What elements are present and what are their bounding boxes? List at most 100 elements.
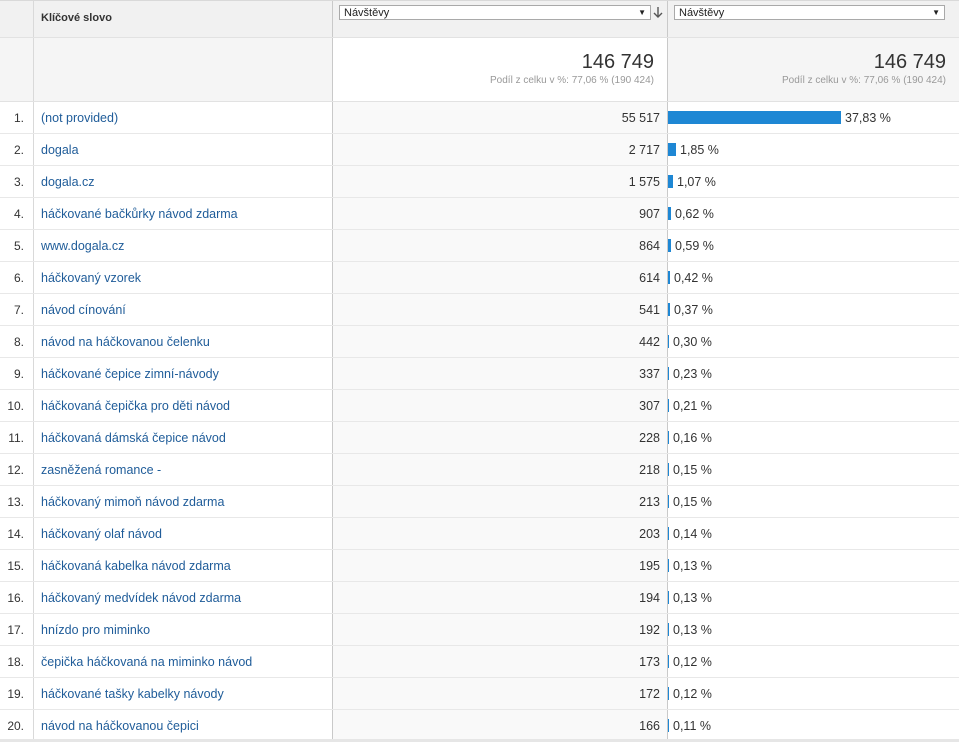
- percent-bar: [668, 367, 669, 380]
- percent-cell: 0,62 %: [668, 198, 959, 229]
- percent-metric-select[interactable]: Návštěvy ▼: [674, 5, 945, 20]
- percent-cell: 0,59 %: [668, 230, 959, 261]
- percent-value: 0,16 %: [673, 430, 712, 445]
- percent-bar: [668, 655, 669, 668]
- totals-row: 146 749 Podíl z celku v %: 77,06 % (190 …: [0, 38, 959, 102]
- visits-cell: 864: [333, 230, 668, 261]
- table-row: 11. háčkovaná dámská čepice návod 228 0,16 …: [0, 422, 959, 454]
- visits-cell: 192: [333, 614, 668, 645]
- keyword-link[interactable]: háčkovaná kabelka návod zdarma: [41, 559, 231, 573]
- keyword-cell: háčkovaný medvídek návod zdarma: [34, 582, 333, 613]
- row-index: 10.: [0, 390, 34, 421]
- percent-column-header: Návštěvy ▼: [668, 1, 959, 37]
- triangle-down-icon: ▼: [638, 8, 646, 17]
- keyword-link[interactable]: háčkovaný vzorek: [41, 271, 142, 285]
- table-row: 8. návod na háčkovanou čelenku 442 0,30 %: [0, 326, 959, 358]
- percent-bar: [668, 527, 669, 540]
- totals-keyword-cell: [34, 38, 333, 101]
- percent-bar: [668, 559, 669, 572]
- visits-cell: 614: [333, 262, 668, 293]
- keyword-link[interactable]: dogala.cz: [41, 175, 95, 189]
- percent-cell: 0,23 %: [668, 358, 959, 389]
- keyword-link[interactable]: háčkované bačkůrky návod zdarma: [41, 207, 238, 221]
- table-row: 9. háčkované čepice zimní-návody 337 0,23 %: [0, 358, 959, 390]
- row-index: 4.: [0, 198, 34, 229]
- visits-cell: 228: [333, 422, 668, 453]
- visits-cell: 213: [333, 486, 668, 517]
- totals-visits-cell: 146 749 Podíl z celku v %: 77,06 % (190 …: [333, 38, 668, 101]
- keyword-cell: háčkované bačkůrky návod zdarma: [34, 198, 333, 229]
- keyword-link[interactable]: háčkovaný olaf návod: [41, 527, 162, 541]
- row-index: 2.: [0, 134, 34, 165]
- row-index: 9.: [0, 358, 34, 389]
- row-index: 16.: [0, 582, 34, 613]
- row-index: 7.: [0, 294, 34, 325]
- percent-value: 0,59 %: [675, 238, 714, 253]
- percent-value: 0,42 %: [674, 270, 713, 285]
- keyword-link[interactable]: návod na háčkovanou čepici: [41, 719, 199, 733]
- keyword-link[interactable]: háčkované čepice zimní-návody: [41, 367, 219, 381]
- percent-cell: 0,21 %: [668, 390, 959, 421]
- percent-bar: [668, 111, 841, 124]
- percent-cell: 0,15 %: [668, 454, 959, 485]
- table-row: 16. háčkovaný medvídek návod zdarma 194 0,1…: [0, 582, 959, 614]
- keyword-link[interactable]: háčkovaná čepička pro děti návod: [41, 399, 231, 413]
- percent-value: 0,14 %: [673, 526, 712, 541]
- percent-value: 0,37 %: [674, 302, 713, 317]
- keyword-cell: háčkovaný vzorek: [34, 262, 333, 293]
- keyword-link[interactable]: hnízdo pro miminko: [41, 623, 151, 637]
- keyword-column-header[interactable]: Klíčové slovo: [34, 1, 333, 37]
- percent-value: 0,13 %: [673, 558, 712, 573]
- table-row: 1. (not provided) 55 517 37,83 %: [0, 102, 959, 134]
- percent-value: 0,15 %: [673, 494, 712, 509]
- metric-select[interactable]: Návštěvy ▼: [339, 5, 651, 20]
- table-row: 19. háčkované tašky kabelky návody 172 0,12…: [0, 678, 959, 710]
- keyword-link[interactable]: www.dogala.cz: [41, 239, 125, 253]
- percent-value: 0,23 %: [673, 366, 712, 381]
- percent-value: 0,13 %: [673, 590, 712, 605]
- visits-cell: 218: [333, 454, 668, 485]
- sort-arrow-icon[interactable]: [652, 6, 664, 19]
- table-row: 15. háčkovaná kabelka návod zdarma 195 0,13…: [0, 550, 959, 582]
- percent-value: 1,07 %: [677, 174, 716, 189]
- keyword-link[interactable]: háčkovaný mimoň návod zdarma: [41, 495, 225, 509]
- keyword-cell: háčkovaný mimoň návod zdarma: [34, 486, 333, 517]
- keyword-cell: (not provided): [34, 102, 333, 133]
- table-row: 10. háčkovaná čepička pro děti návod 307 0,…: [0, 390, 959, 422]
- keyword-link[interactable]: zasněžená romance -: [41, 463, 162, 477]
- keyword-link[interactable]: háčkované tašky kabelky návody: [41, 687, 224, 701]
- keyword-link[interactable]: háčkovaný medvídek návod zdarma: [41, 591, 242, 605]
- totals-index-cell: [0, 38, 34, 101]
- table-body: 1. (not provided) 55 517 37,83 % 2. dogala 2 7…: [0, 102, 959, 742]
- visits-cell: 907: [333, 198, 668, 229]
- percent-cell: 0,13 %: [668, 582, 959, 613]
- keyword-link[interactable]: návod na háčkovanou čelenku: [41, 335, 210, 349]
- keyword-cell: háčkovaný olaf návod: [34, 518, 333, 549]
- visits-cell: 1 575: [333, 166, 668, 197]
- percent-bar: [668, 495, 669, 508]
- row-index: 20.: [0, 710, 34, 741]
- percent-cell: 1,85 %: [668, 134, 959, 165]
- percent-cell: 37,83 %: [668, 102, 959, 133]
- keyword-link[interactable]: čepička háčkovaná na miminko návod: [41, 655, 253, 669]
- visits-cell: 337: [333, 358, 668, 389]
- percent-value: 0,12 %: [673, 654, 712, 669]
- row-index: 12.: [0, 454, 34, 485]
- visits-cell: 194: [333, 582, 668, 613]
- percent-value: 0,21 %: [673, 398, 712, 413]
- percent-cell: 0,30 %: [668, 326, 959, 357]
- keyword-link[interactable]: návod cínování: [41, 303, 126, 317]
- visits-cell: 195: [333, 550, 668, 581]
- keyword-cell: háčkované tašky kabelky návody: [34, 678, 333, 709]
- percent-value: 0,30 %: [673, 334, 712, 349]
- keyword-link[interactable]: háčkovaná dámská čepice návod: [41, 431, 226, 445]
- percent-cell: 0,12 %: [668, 678, 959, 709]
- keyword-cell: návod cínování: [34, 294, 333, 325]
- keyword-link[interactable]: dogala: [41, 143, 79, 157]
- percent-value: 0,13 %: [673, 622, 712, 637]
- table-row: 3. dogala.cz 1 575 1,07 %: [0, 166, 959, 198]
- table-row: 5. www.dogala.cz 864 0,59 %: [0, 230, 959, 262]
- totals-percent-cell: 146 749 Podíl z celku v %: 77,06 % (190 …: [668, 38, 959, 101]
- keyword-link[interactable]: (not provided): [41, 111, 119, 125]
